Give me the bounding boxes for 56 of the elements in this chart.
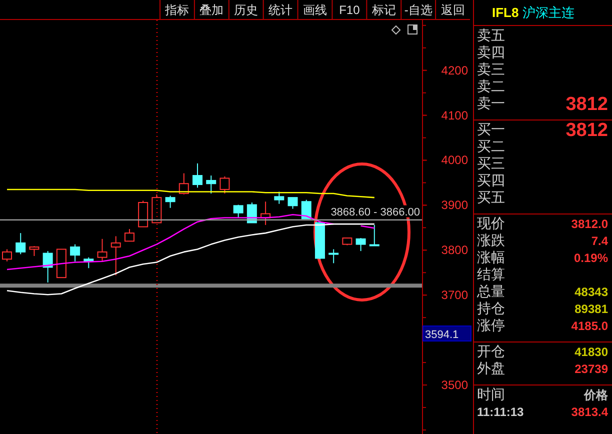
category-label: 开仓 — [477, 343, 505, 359]
y-tick-label: 4100 — [441, 108, 468, 122]
category-label: 时间 — [477, 386, 505, 402]
category-label: 结算 — [477, 266, 505, 282]
text: 89381 — [574, 302, 608, 316]
category-label: 标记 — [370, 3, 396, 17]
category-label: 涨幅 — [477, 249, 505, 265]
text: 沪深主连 — [522, 5, 575, 20]
text: 3813.4 — [571, 405, 608, 419]
category-label: 买三 — [477, 155, 505, 171]
y-tick-label: 3800 — [441, 243, 468, 258]
text: 3812 — [566, 94, 608, 115]
category-label: 返回 — [440, 3, 465, 17]
y-tick-label: 3500 — [441, 378, 468, 392]
category-label: 叠加 — [200, 3, 224, 17]
text: 41830 — [574, 345, 608, 359]
text: 3812 — [566, 120, 608, 141]
category-label: 卖五 — [477, 27, 505, 43]
candlestick — [110, 236, 121, 276]
category-label: 卖四 — [477, 44, 505, 60]
y-tick-label: 4200 — [441, 63, 468, 78]
candlestick — [206, 175, 216, 194]
text: 3594.1 — [425, 329, 459, 341]
category-label: 卖三 — [477, 61, 505, 77]
text: 价格 — [584, 388, 608, 402]
category-label: 总量 — [476, 283, 505, 299]
y-tick-label: 4000 — [441, 153, 468, 168]
line-series — [6, 223, 376, 296]
text: IFL8 — [492, 5, 519, 20]
category-label: 11:11:13 — [477, 405, 524, 419]
y-tick-label: 3700 — [441, 288, 468, 302]
category-label: 持仓 — [477, 300, 505, 316]
y-tick-label: 3900 — [441, 198, 468, 212]
category-label: 卖二 — [477, 78, 505, 94]
text: 23739 — [574, 362, 608, 376]
category-label: 外盘 — [477, 360, 505, 376]
category-label: 涨停 — [477, 317, 505, 333]
category-label: 指标 — [164, 3, 190, 17]
category-label: 现价 — [477, 215, 505, 231]
text: 48343 — [574, 285, 608, 299]
category-label: F10 — [339, 3, 360, 17]
category-label: 买五 — [477, 189, 505, 205]
category-label: 买四 — [477, 172, 505, 188]
category-label: 画线 — [303, 3, 327, 17]
text: 0.19% — [574, 251, 608, 265]
category-label: 买二 — [477, 138, 505, 154]
category-label: -自选 — [404, 3, 432, 17]
text: 3812.0 — [571, 217, 608, 231]
category-label: 历史 — [234, 3, 258, 17]
text: 4185.0 — [571, 319, 608, 333]
category-label: 买一 — [477, 121, 505, 137]
band-label: 3868.60 - 3866.00 — [330, 206, 420, 218]
category-label: 卖一 — [477, 95, 505, 111]
category-label: 统计 — [268, 3, 293, 17]
category-label: 涨跌 — [477, 232, 505, 248]
text: 7.4 — [591, 234, 608, 248]
